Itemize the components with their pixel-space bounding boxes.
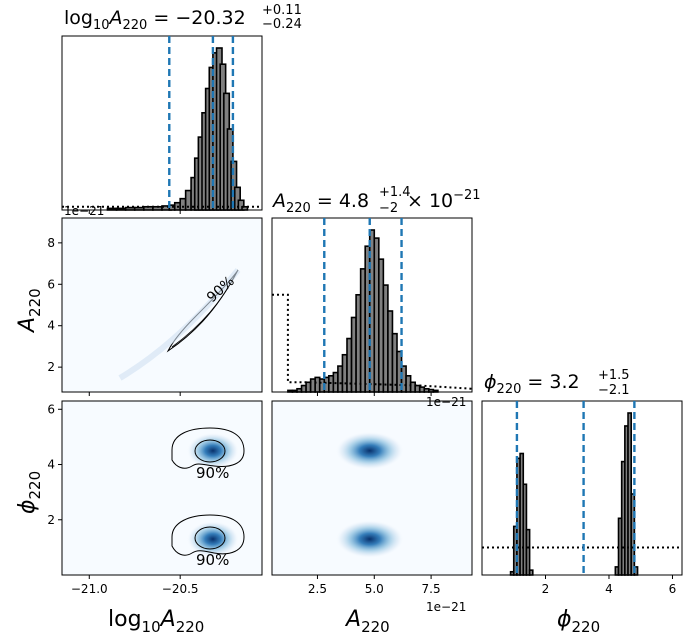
title-log10A220: log10A220 = −20.32: [64, 7, 246, 33]
panel-A220-hist: [271, 217, 473, 393]
hist-bar: [528, 569, 534, 576]
hist-bar: [124, 206, 136, 211]
density-blobs: [335, 431, 404, 559]
hist-bar: [115, 207, 127, 211]
title-log10A220-minus: −0.24: [262, 17, 302, 32]
contour-90-lower: [171, 514, 245, 556]
contour-inner-upper: [194, 439, 226, 463]
density-blob: [335, 520, 404, 559]
title-A220-suffix: × 10−21: [407, 188, 481, 212]
contour-label-upper: 90%: [196, 464, 229, 482]
ylabel-phi220: ϕ220: [15, 471, 44, 514]
x-tick-label: 6: [669, 582, 677, 596]
y-tick-label: 2: [47, 360, 55, 374]
hist-phi220: [482, 401, 682, 576]
x-tick-label: 5.0: [365, 582, 384, 596]
title-A220-plus: +1.4: [379, 185, 411, 200]
hist-A220: [272, 218, 473, 393]
y-tick-label: 6: [47, 277, 55, 291]
x-tick-label: 7.5: [422, 582, 441, 596]
x-tick-label: 2: [542, 582, 550, 596]
x-tick-label: 4: [605, 582, 613, 596]
title-A220: A220 = 4.8: [271, 190, 369, 216]
panel-log10A220-hist: [61, 35, 263, 211]
density-blob: [335, 431, 404, 470]
contour-label-lower: 90%: [196, 551, 229, 569]
hist-bar: [179, 197, 187, 211]
offset-text-y: 1e−21: [64, 203, 104, 217]
xlabel-log10A220: log10A220: [108, 607, 204, 636]
title-phi220-minus: −2.1: [598, 383, 630, 398]
title-A220-minus: −2: [379, 201, 398, 216]
faint-density: [118, 268, 241, 381]
y-tick-label: 4: [47, 319, 55, 333]
hist-log10A220: [62, 36, 262, 211]
offset-text-x: 1e−21: [426, 600, 466, 614]
ylabel-A220: A220: [15, 288, 44, 334]
contour-90-upper: [171, 427, 245, 469]
title-phi220: ϕ220 = 3.2: [484, 371, 580, 397]
axis-ticks: −21.0 −20.5 2.5 5.0 7.5 2 4 6 2 4 6 8 2 4 6: [47, 210, 676, 596]
title-phi220-plus: +1.5: [598, 368, 630, 383]
xlabel-phi220: ϕ220: [557, 607, 600, 636]
hist-bar: [237, 199, 245, 211]
contour-inner-lower: [194, 526, 226, 550]
hist-bar: [241, 205, 249, 211]
panel-phi220-vs-log10A220: 90% 90%: [61, 400, 263, 576]
y-tick-label: 4: [47, 458, 55, 472]
offset-text-hist1: 1e−21: [426, 395, 466, 409]
hist-bar: [233, 186, 241, 211]
y-tick-label: 8: [47, 236, 55, 250]
y-tick-label: 2: [47, 513, 55, 527]
xlabel-A220: A220: [344, 607, 390, 636]
hist-bar: [133, 206, 145, 211]
panel-A220-vs-log10A220: 90%: [61, 217, 263, 393]
y-tick-label: 6: [47, 402, 55, 416]
x-tick-label: −21.0: [71, 582, 108, 596]
offset-text-hist0: 1e−21: [64, 204, 104, 218]
x-tick-label: −20.5: [162, 582, 199, 596]
hist-bar: [525, 528, 531, 576]
panel-phi220-vs-A220: [271, 400, 473, 576]
hist-bar: [106, 207, 118, 211]
panel-phi220-hist: [481, 400, 683, 576]
title-log10A220-plus: +0.11: [262, 3, 302, 18]
x-tick-label: 2.5: [308, 582, 327, 596]
hist-bar: [432, 389, 439, 393]
